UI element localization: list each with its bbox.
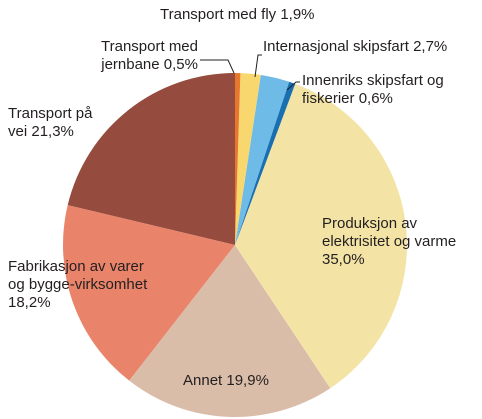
category-label: Transport med fly [160,6,277,23]
category-label: Fabrikasjon av varer og bygge-virksomhet [8,258,148,293]
value-label: 1,9% [280,6,315,23]
leader-line [286,81,300,91]
slice-label: Produksjon av elektrisitet og varme 35,0… [322,215,472,269]
slice [235,83,408,389]
slice-label: Fabrikasjon av varer og bygge-virksomhet… [8,258,148,312]
slice-label: Transport med fly 1,9% [160,6,380,24]
category-label: Transport på vei [8,105,93,140]
slice-label: Innenriks skipsfart og fiskerier 0,6% [302,72,452,108]
value-label: 2,7% [413,38,448,55]
value-label: 0,6% [358,90,393,107]
value-label: 35,0% [322,251,365,268]
slice [235,73,241,245]
slice-label: Transport på vei 21,3% [8,105,108,141]
category-label: Innenriks skipsfart og fiskerier [302,72,444,107]
leader-line [200,59,235,74]
slice-label: Transport med jernbane 0,5% [70,38,198,74]
slice-label: Annet 19,9% [183,372,323,390]
slice [63,205,235,381]
leader-lines [200,54,300,91]
category-label: Transport med jernbane [101,38,198,73]
slice [235,73,261,245]
value-label: 21,3% [31,123,74,140]
slice [235,74,290,246]
slice-label: Internasjonal skipsfart 2,7% [263,38,482,56]
slice [67,73,236,245]
value-label: 19,9% [226,372,269,389]
value-label: 0,5% [163,56,198,73]
category-label: Internasjonal skipsfart [263,38,409,55]
leader-line [254,54,262,78]
category-label: Annet [183,372,223,389]
slice [129,245,331,417]
value-label: 18,2% [8,294,51,311]
category-label: Produksjon av elektrisitet og varme [322,215,457,250]
slice [235,81,296,245]
